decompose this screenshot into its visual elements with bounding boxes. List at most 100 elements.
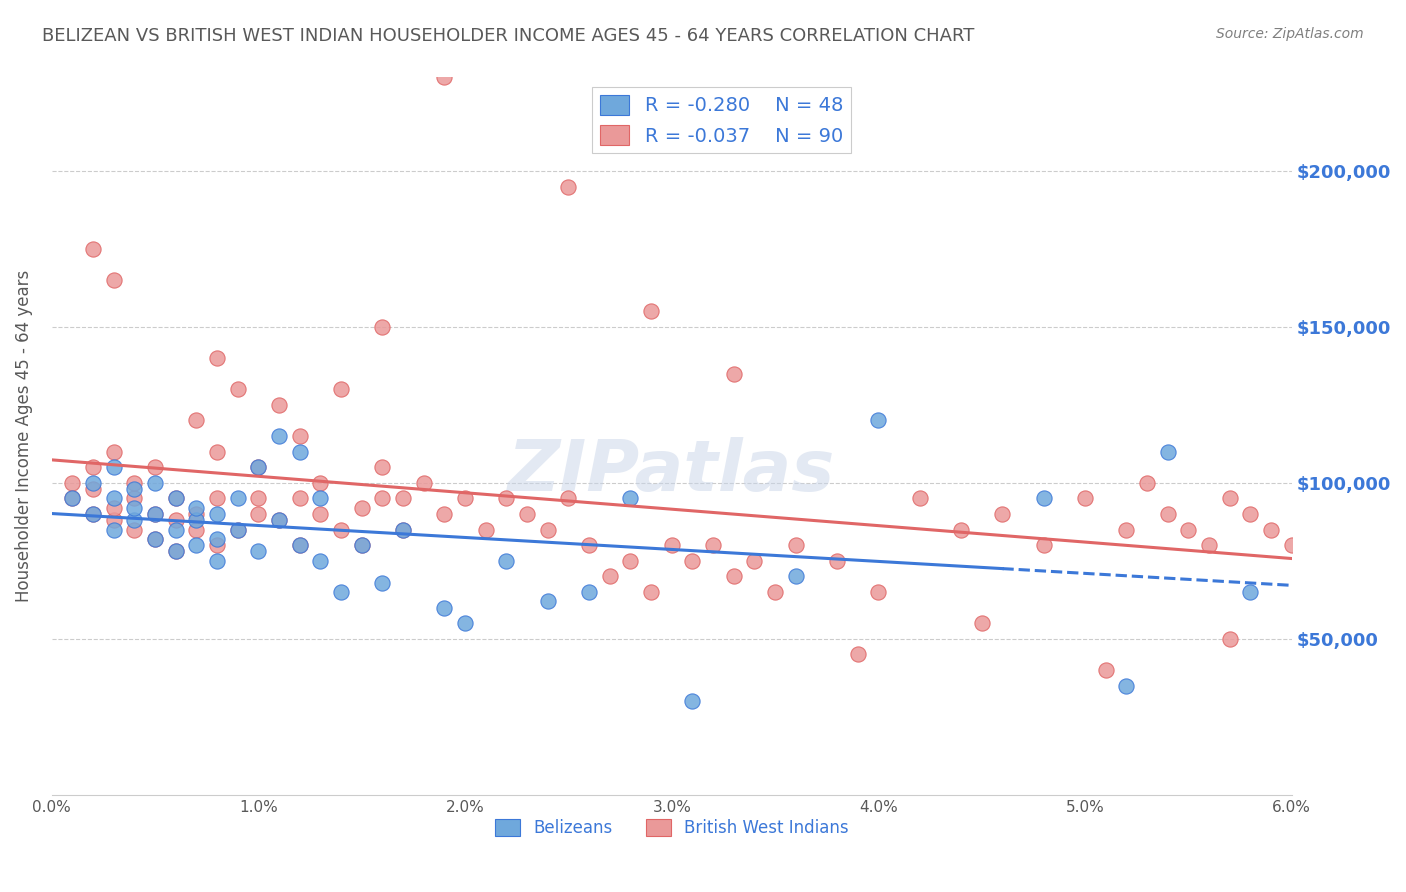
Point bbox=[82, 482, 104, 496]
Point bbox=[82, 242, 104, 256]
Point bbox=[1074, 491, 1097, 506]
Point bbox=[186, 513, 208, 527]
Point bbox=[205, 444, 228, 458]
Point bbox=[578, 585, 600, 599]
Point bbox=[1032, 538, 1054, 552]
Point bbox=[165, 513, 187, 527]
Point bbox=[62, 475, 84, 490]
Point bbox=[661, 538, 683, 552]
Point bbox=[1115, 679, 1137, 693]
Point bbox=[82, 460, 104, 475]
Point bbox=[785, 538, 807, 552]
Point bbox=[165, 544, 187, 558]
Point bbox=[640, 304, 662, 318]
Point bbox=[143, 507, 166, 521]
Point bbox=[619, 491, 641, 506]
Point bbox=[330, 585, 353, 599]
Point bbox=[82, 507, 104, 521]
Point bbox=[1260, 523, 1282, 537]
Point bbox=[495, 554, 517, 568]
Point bbox=[186, 413, 208, 427]
Point bbox=[495, 491, 517, 506]
Point bbox=[723, 569, 745, 583]
Point bbox=[82, 507, 104, 521]
Point bbox=[186, 507, 208, 521]
Y-axis label: Householder Income Ages 45 - 64 years: Householder Income Ages 45 - 64 years bbox=[15, 270, 32, 602]
Point bbox=[991, 507, 1014, 521]
Point bbox=[103, 523, 125, 537]
Point bbox=[226, 523, 249, 537]
Point bbox=[267, 398, 290, 412]
Point bbox=[825, 554, 848, 568]
Point bbox=[392, 523, 415, 537]
Point bbox=[763, 585, 786, 599]
Point bbox=[392, 491, 415, 506]
Point bbox=[205, 538, 228, 552]
Point bbox=[143, 507, 166, 521]
Point bbox=[578, 538, 600, 552]
Point bbox=[309, 554, 332, 568]
Text: Source: ZipAtlas.com: Source: ZipAtlas.com bbox=[1216, 27, 1364, 41]
Point bbox=[371, 491, 394, 506]
Point bbox=[288, 491, 311, 506]
Point bbox=[103, 273, 125, 287]
Point bbox=[82, 475, 104, 490]
Point bbox=[103, 444, 125, 458]
Point bbox=[330, 382, 353, 396]
Point bbox=[186, 523, 208, 537]
Point bbox=[412, 475, 434, 490]
Point bbox=[143, 532, 166, 546]
Point bbox=[288, 444, 311, 458]
Point bbox=[186, 500, 208, 515]
Point bbox=[908, 491, 931, 506]
Point bbox=[288, 538, 311, 552]
Point bbox=[557, 179, 579, 194]
Point bbox=[124, 500, 146, 515]
Point bbox=[103, 460, 125, 475]
Point bbox=[537, 594, 560, 608]
Point bbox=[124, 482, 146, 496]
Point bbox=[62, 491, 84, 506]
Point bbox=[702, 538, 724, 552]
Point bbox=[1094, 663, 1116, 677]
Point bbox=[165, 491, 187, 506]
Point bbox=[619, 554, 641, 568]
Point bbox=[267, 513, 290, 527]
Point bbox=[205, 532, 228, 546]
Point bbox=[143, 460, 166, 475]
Point bbox=[1032, 491, 1054, 506]
Point bbox=[124, 513, 146, 527]
Point bbox=[309, 475, 332, 490]
Point bbox=[433, 600, 456, 615]
Point bbox=[165, 491, 187, 506]
Point bbox=[1239, 507, 1261, 521]
Point bbox=[62, 491, 84, 506]
Point bbox=[205, 507, 228, 521]
Point bbox=[868, 585, 890, 599]
Point bbox=[247, 507, 270, 521]
Point bbox=[640, 585, 662, 599]
Point bbox=[454, 616, 477, 631]
Point bbox=[785, 569, 807, 583]
Point bbox=[247, 544, 270, 558]
Point bbox=[723, 367, 745, 381]
Point bbox=[226, 382, 249, 396]
Point bbox=[868, 413, 890, 427]
Point bbox=[186, 538, 208, 552]
Point bbox=[1115, 523, 1137, 537]
Point bbox=[226, 491, 249, 506]
Point bbox=[309, 507, 332, 521]
Point bbox=[267, 429, 290, 443]
Point bbox=[846, 648, 869, 662]
Point bbox=[103, 513, 125, 527]
Text: ZIPatlas: ZIPatlas bbox=[508, 437, 835, 507]
Point bbox=[350, 538, 373, 552]
Point bbox=[226, 523, 249, 537]
Point bbox=[124, 491, 146, 506]
Point bbox=[1219, 632, 1241, 646]
Point bbox=[950, 523, 973, 537]
Point bbox=[143, 475, 166, 490]
Point bbox=[371, 320, 394, 334]
Point bbox=[970, 616, 993, 631]
Point bbox=[350, 500, 373, 515]
